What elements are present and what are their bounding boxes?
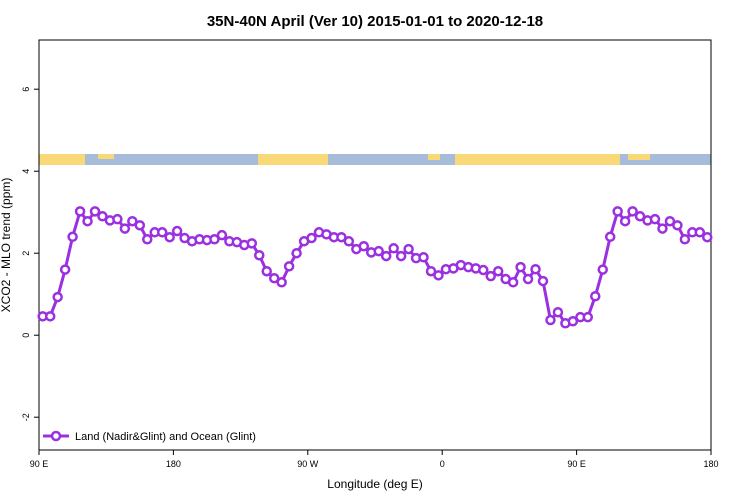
data-point xyxy=(597,264,608,275)
data-point xyxy=(545,314,556,326)
y-tick-label: 4 xyxy=(21,169,31,174)
data-point xyxy=(604,231,616,243)
y-axis-label: XCO2 - MLO trend (ppm) xyxy=(0,178,13,313)
plot-frame xyxy=(38,39,712,451)
data-point xyxy=(582,311,594,323)
data-point xyxy=(672,220,683,231)
y-tick-label: 2 xyxy=(21,251,31,256)
data-point xyxy=(156,227,168,238)
x-tick-label: 180 xyxy=(703,459,718,469)
data-point xyxy=(82,215,93,227)
data-point xyxy=(216,229,228,241)
data-point xyxy=(283,261,295,272)
data-point xyxy=(306,232,317,244)
land-ocean-band xyxy=(39,154,711,165)
data-point xyxy=(127,215,138,227)
data-point xyxy=(59,264,71,275)
data-point xyxy=(112,213,123,225)
data-point xyxy=(478,264,489,276)
data-point xyxy=(679,234,691,245)
data-point xyxy=(52,291,63,303)
land-band xyxy=(428,154,440,160)
data-point xyxy=(261,265,272,277)
x-tick-label: 90 W xyxy=(297,459,319,469)
data-point xyxy=(657,223,668,234)
data-point xyxy=(171,225,183,237)
data-point xyxy=(567,316,579,327)
legend-label: Land (Nadir&Glint) and Ocean (Glint) xyxy=(75,431,256,443)
x-axis-label: Longitude (deg E) xyxy=(327,477,422,491)
data-point xyxy=(485,270,496,282)
data-point xyxy=(590,291,601,302)
ocean-band xyxy=(39,154,711,165)
x-tick-label: 90 E xyxy=(30,459,49,469)
land-band xyxy=(628,154,650,160)
data-point xyxy=(649,213,661,225)
land-band xyxy=(455,154,620,165)
land-band xyxy=(258,154,328,165)
data-point xyxy=(119,223,131,234)
data-point xyxy=(97,211,108,222)
y-tick-label: 0 xyxy=(21,333,31,338)
data-point xyxy=(268,272,280,284)
data-point xyxy=(507,277,519,288)
land-band xyxy=(39,154,85,165)
data-point xyxy=(395,250,407,262)
y-tick-label: -2 xyxy=(21,413,31,421)
y-tick-label: 6 xyxy=(21,87,31,92)
x-tick-label: 90 E xyxy=(567,459,586,469)
data-point xyxy=(634,211,646,222)
legend-marker xyxy=(50,430,62,442)
data-point xyxy=(164,231,175,243)
data-point xyxy=(134,220,146,231)
data-point xyxy=(619,215,631,227)
data-point xyxy=(142,234,153,245)
data-point xyxy=(627,206,638,217)
data-point xyxy=(515,261,526,273)
data-point xyxy=(67,231,78,243)
data-point xyxy=(44,311,56,322)
data-point xyxy=(403,243,414,255)
data-point xyxy=(612,206,623,217)
data-point xyxy=(388,243,399,254)
data-point xyxy=(276,277,287,288)
data-point xyxy=(530,263,541,275)
data-point xyxy=(433,270,444,281)
data-point xyxy=(537,275,549,287)
data-point xyxy=(291,247,302,259)
x-tick-label: 0 xyxy=(440,459,445,469)
data-point xyxy=(522,273,534,285)
chart-title: 35N-40N April (Ver 10) 2015-01-01 to 202… xyxy=(207,13,543,30)
data-point xyxy=(358,240,370,252)
data-point xyxy=(694,227,706,238)
data-point xyxy=(209,234,220,245)
land-band xyxy=(98,154,114,159)
data-point xyxy=(380,250,392,262)
data-point xyxy=(336,231,347,243)
data-point xyxy=(373,245,384,257)
data-point xyxy=(702,231,713,243)
data-point xyxy=(552,306,564,318)
data-point xyxy=(246,238,258,249)
data-point xyxy=(425,265,437,277)
data-point xyxy=(89,206,101,217)
data-point xyxy=(492,265,504,277)
data-point xyxy=(254,250,265,261)
data-point xyxy=(664,215,676,227)
data-point xyxy=(74,206,86,217)
data-point xyxy=(343,236,355,247)
x-tick-label: 180 xyxy=(166,459,181,469)
data-point xyxy=(418,252,429,263)
